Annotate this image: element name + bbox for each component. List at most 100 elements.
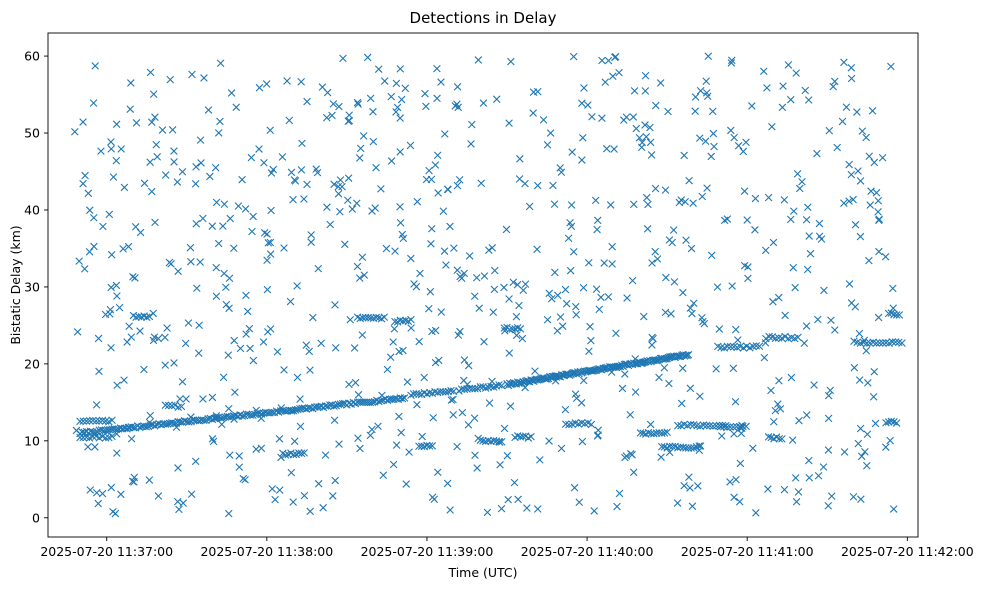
cluster-point [289,450,298,459]
scatter-point [730,133,738,142]
scatter-point [106,305,115,314]
scatter-point [889,505,898,513]
scatter-point [513,280,522,289]
scatter-point [369,137,378,146]
scatter-point [572,310,581,319]
scatter-point [181,339,190,348]
chart-title: Detections in Delay [410,9,557,27]
scatter-point [717,432,726,440]
scatter-point [453,82,462,91]
scatter-point [178,167,187,176]
scatter-point [801,86,810,95]
scatter-point [200,74,208,82]
x-tick-label: 2025-07-20 11:38:00 [200,544,333,559]
scatter-point [467,140,475,148]
scatter-point [827,316,835,325]
scatter-point [224,404,233,413]
scatter-point [533,87,542,96]
scatter-point [474,434,482,443]
scatter-point [214,129,223,137]
scatter-point [195,321,203,330]
scatter-point [867,187,875,195]
scatter-point [688,309,696,318]
scatter-point [732,475,740,484]
scatter-point [212,263,221,272]
scatter-point [601,78,610,86]
scatter-point [401,84,410,93]
scatter-point [456,327,464,336]
scatter-point [601,364,610,372]
x-tick-label: 2025-07-20 11:39:00 [361,544,494,559]
scatter-point [824,391,833,400]
scatter-point [154,492,163,500]
scatter-point [793,170,802,178]
scatter-point [519,286,528,295]
cluster-point [882,418,890,427]
scatter-point [874,196,883,205]
scatter-point [779,82,787,90]
scatter-point [521,179,529,188]
scatter-point [585,258,593,267]
scatter-point [677,399,686,408]
scatter-point [387,157,396,165]
cluster-point [79,417,88,425]
scatter-point [460,356,469,364]
scatter-point [678,364,687,373]
scatter-point [109,507,117,516]
scatter-point [698,192,707,201]
scatter-point [443,479,452,488]
scatter-point [551,268,559,277]
scatter-point [465,252,474,260]
scatter-point [566,218,574,227]
scatter-point [307,231,315,239]
scatter-point [287,407,296,415]
scatter-point [854,167,862,175]
track-point [589,366,598,375]
scatter-point [682,236,690,244]
scatter-point [287,168,296,177]
scatter-point [791,474,800,482]
scatter-point [339,54,347,63]
scatter-point [515,301,523,310]
scatter-point [727,56,736,65]
cluster-point [145,312,154,321]
scatter-point [255,145,263,153]
scatter-point [470,414,479,422]
cluster-point [872,339,881,347]
scatter-point [170,147,178,155]
scatter-point [780,196,789,204]
track-point [142,422,150,431]
scatter-point [453,100,461,109]
scatter-point [167,260,175,268]
scatter-point [453,442,461,451]
track-point [268,408,276,417]
scatter-point [241,205,250,213]
cluster-point [716,422,725,431]
cluster-point [723,423,731,432]
scatter-point [688,502,697,511]
scatter-point [175,505,183,514]
data-points [71,52,906,518]
track-point [497,381,506,390]
scatter-point [335,102,343,111]
scatter-point [191,180,200,188]
scatter-point [427,240,435,248]
scatter-point [429,413,438,422]
scatter-point [307,238,315,247]
scatter-point [391,247,399,255]
track-point [302,405,311,413]
scatter-point [151,113,159,121]
scatter-point [761,339,770,347]
scatter-point [145,476,154,484]
scatter-point [248,227,256,236]
scatter-point [117,145,125,153]
scatter-point [422,102,430,111]
scatter-point [593,216,602,225]
scatter-point [372,163,380,172]
scatter-point [748,102,756,110]
cluster-point [79,433,88,442]
scatter-point [317,339,325,348]
scatter-point [734,336,742,344]
scatter-point [855,329,864,338]
scatter-point [243,307,252,316]
